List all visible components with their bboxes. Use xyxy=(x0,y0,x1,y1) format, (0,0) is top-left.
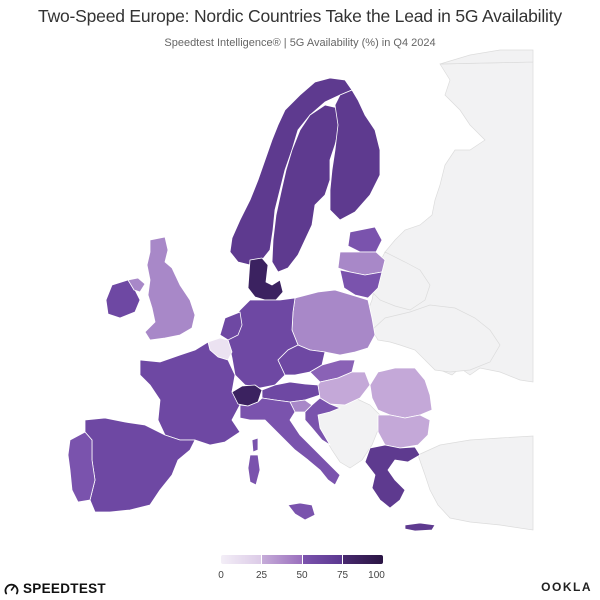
region-ukraine xyxy=(371,304,501,373)
region-czechia xyxy=(277,344,326,376)
region-croatia xyxy=(304,397,341,446)
legend-segment-25-50 xyxy=(261,555,303,564)
legend-tick-100: 100 xyxy=(368,570,385,581)
region-russia-north xyxy=(439,49,534,65)
legend-segment-75-100 xyxy=(343,555,383,564)
region-netherlands xyxy=(219,311,243,341)
speedtest-logo: SPEEDTEST xyxy=(4,581,106,596)
region-denmark xyxy=(247,257,284,301)
region-france xyxy=(139,341,241,446)
region-sicily xyxy=(287,502,316,521)
region-poland xyxy=(291,289,376,356)
legend-tick-50: 50 xyxy=(296,570,308,581)
region-turkey xyxy=(417,435,534,531)
chart-title: Two-Speed Europe: Nordic Countries Take … xyxy=(38,6,562,26)
region-northern-ireland xyxy=(127,277,146,293)
legend-ticks: 0 25 50 75 100 xyxy=(218,570,385,584)
region-switzerland xyxy=(231,384,263,407)
region-romania xyxy=(369,367,433,419)
region-portugal xyxy=(67,431,96,503)
legend-gradient-bar xyxy=(221,555,383,564)
region-crete xyxy=(404,522,436,532)
color-scale-legend: 0 25 50 75 100 xyxy=(218,555,385,584)
ookla-logo: OOKLA xyxy=(541,580,592,594)
legend-tick-75: 75 xyxy=(336,570,349,581)
region-united-kingdom xyxy=(144,236,196,341)
legend-tick-0: 0 xyxy=(218,570,224,581)
region-norway xyxy=(229,77,353,266)
legend-tick-25: 25 xyxy=(255,570,268,581)
region-bulgaria xyxy=(377,414,431,449)
legend-segment-50-75 xyxy=(302,555,344,564)
region-lithuania xyxy=(339,269,383,299)
region-estonia xyxy=(347,226,383,253)
legend-segment-0-25 xyxy=(221,555,262,564)
region-corsica xyxy=(251,437,259,453)
region-finland xyxy=(329,89,381,221)
region-italy xyxy=(239,397,341,486)
gauge-icon xyxy=(4,583,19,595)
chart-subtitle: Speedtest Intelligence® | 5G Availabilit… xyxy=(164,37,436,49)
speedtest-wordmark: SPEEDTEST xyxy=(23,581,106,596)
region-greece xyxy=(364,444,421,509)
region-sardinia xyxy=(247,454,261,486)
